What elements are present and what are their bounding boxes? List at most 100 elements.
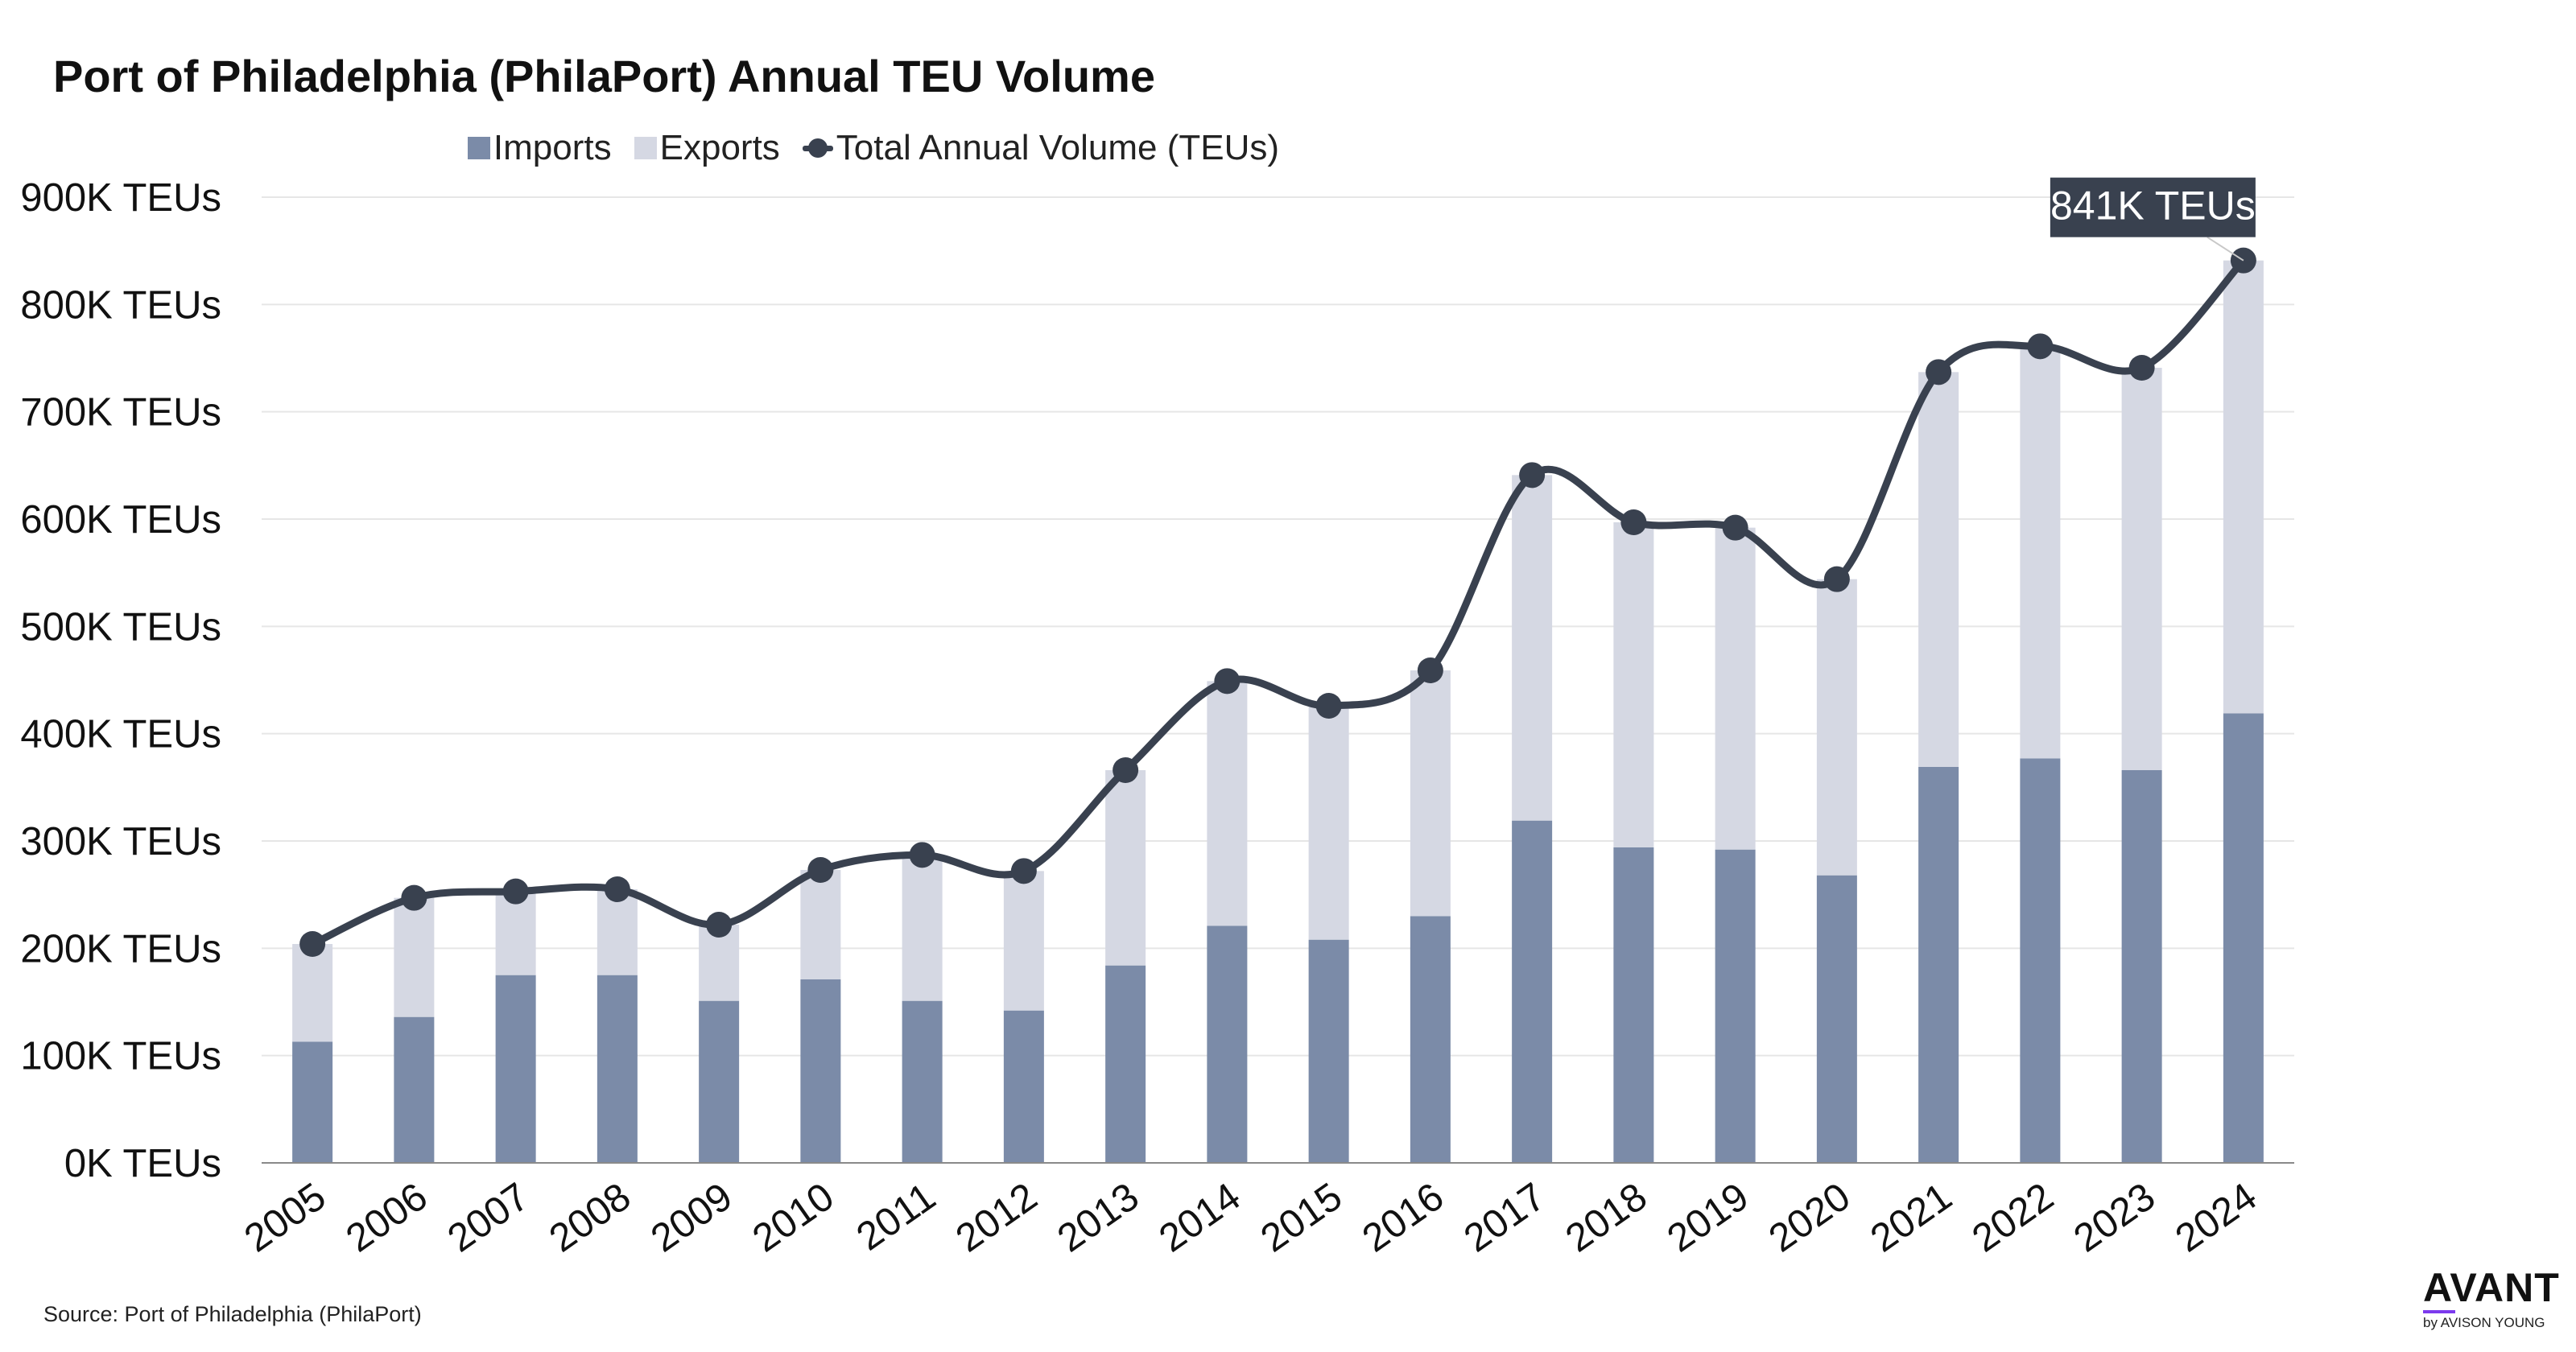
logo-wordmark: AVANT: [2423, 1265, 2560, 1310]
bar-exports-2014: [1207, 681, 1248, 926]
total-point-2017: [1519, 462, 1546, 488]
bar-imports-2007: [495, 975, 536, 1163]
bar-imports-2008: [597, 975, 638, 1163]
bar-imports-2023: [2121, 770, 2162, 1163]
bar-exports-2016: [1410, 670, 1451, 917]
x-tick-label-2020: 2020: [1761, 1175, 1858, 1261]
bar-imports-2015: [1308, 939, 1349, 1163]
x-tick-label-2024: 2024: [2168, 1175, 2264, 1261]
bar-exports-2008: [597, 889, 638, 975]
logo-accent-rule: [2423, 1310, 2455, 1313]
total-point-2015: [1315, 693, 1342, 719]
x-tick-label-2014: 2014: [1151, 1175, 1248, 1261]
bar-exports-2013: [1105, 770, 1146, 966]
annotation-layer: 841K TEUs: [2050, 177, 2256, 262]
x-tick-label-2005: 2005: [237, 1175, 333, 1261]
brand-logo: AVANT by AVISON YOUNG: [2423, 1267, 2560, 1331]
bar-exports-2007: [495, 891, 536, 975]
legend-item-total: Total Annual Volume (TEUs): [802, 128, 1280, 168]
x-tick-label-2010: 2010: [745, 1175, 841, 1261]
x-tick-label-2013: 2013: [1050, 1175, 1146, 1261]
total-point-2019: [1722, 514, 1748, 541]
bar-imports-2019: [1715, 849, 1756, 1163]
y-tick-label-900: 900K TEUs: [20, 176, 221, 220]
annotation-box: [2050, 177, 2256, 237]
total-point-2023: [2128, 355, 2155, 381]
total-point-2008: [604, 876, 630, 902]
bar-imports-2022: [2020, 758, 2061, 1163]
bar-exports-2019: [1715, 527, 1756, 850]
bar-exports-2022: [2020, 346, 2061, 759]
total-point-2018: [1620, 509, 1647, 535]
total-point-2005: [299, 931, 326, 957]
source-note: Source: Port of Philadelphia (PhilaPort): [43, 1302, 422, 1326]
bar-exports-2010: [800, 870, 841, 979]
bar-exports-2020: [1816, 579, 1857, 876]
bar-exports-2024: [2223, 260, 2264, 714]
bar-imports-2011: [902, 1000, 943, 1163]
imports-swatch-icon: [467, 137, 490, 159]
chart-legend: Imports Exports Total Annual Volume (TEU…: [0, 124, 1747, 172]
x-tick-label-2015: 2015: [1253, 1175, 1350, 1261]
x-tick-label-2016: 2016: [1355, 1175, 1451, 1261]
legend-label-total: Total Annual Volume (TEUs): [836, 128, 1280, 167]
total-point-2022: [2027, 333, 2054, 360]
bar-imports-2010: [800, 979, 841, 1163]
total-point-2011: [909, 842, 935, 868]
x-tick-label-2008: 2008: [542, 1175, 638, 1261]
bar-imports-2017: [1512, 820, 1553, 1163]
legend-label-exports: Exports: [659, 128, 780, 167]
bar-imports-2005: [292, 1041, 333, 1163]
legend-item-exports: Exports: [634, 128, 780, 168]
bar-imports-2020: [1816, 875, 1857, 1163]
bar-exports-2015: [1308, 706, 1349, 940]
y-tick-label-500: 500K TEUs: [20, 605, 221, 649]
x-tick-label-2023: 2023: [2066, 1175, 2163, 1261]
x-tick-label-2011: 2011: [849, 1175, 943, 1259]
y-tick-label-300: 300K TEUs: [20, 820, 221, 864]
logo-subtitle: by AVISON YOUNG: [2423, 1315, 2545, 1330]
total-point-2020: [1823, 566, 1850, 592]
bar-imports-2014: [1207, 925, 1248, 1163]
y-tick-label-200: 200K TEUs: [20, 927, 221, 971]
gridlines: [262, 196, 2294, 1057]
y-tick-label-100: 100K TEUs: [20, 1035, 221, 1078]
bar-imports-2013: [1105, 965, 1146, 1163]
exports-swatch-icon: [634, 137, 657, 159]
total-point-2012: [1010, 858, 1037, 884]
x-tick-label-2019: 2019: [1660, 1175, 1757, 1261]
chart-title: Port of Philadelphia (PhilaPort) Annual …: [53, 51, 1155, 101]
x-tick-label-2012: 2012: [948, 1175, 1045, 1261]
bar-exports-2021: [1918, 372, 1959, 767]
bar-exports-2005: [292, 944, 333, 1042]
bar-series: [292, 260, 2264, 1163]
total-line-series: [299, 247, 2256, 957]
total-point-2007: [502, 878, 529, 905]
x-tick-label-2018: 2018: [1558, 1175, 1654, 1261]
bar-exports-2023: [2121, 368, 2162, 770]
annotation-label: 841K TEUs: [2050, 183, 2256, 229]
bar-exports-2006: [394, 897, 435, 1017]
bar-imports-2016: [1410, 916, 1451, 1163]
y-tick-label-400: 400K TEUs: [20, 713, 221, 756]
x-tick-label-2017: 2017: [1456, 1175, 1553, 1261]
total-point-2014: [1214, 668, 1241, 695]
bar-exports-2018: [1613, 522, 1654, 847]
total-point-2006: [401, 884, 427, 911]
total-point-2013: [1113, 757, 1139, 783]
bar-imports-2012: [1003, 1010, 1044, 1163]
bar-imports-2024: [2223, 713, 2264, 1163]
bar-imports-2006: [394, 1016, 435, 1163]
bar-exports-2017: [1512, 475, 1553, 821]
total-point-2010: [807, 857, 834, 883]
bar-imports-2009: [699, 1000, 740, 1163]
legend-item-imports: Imports: [467, 128, 612, 168]
y-tick-label-700: 700K TEUs: [20, 391, 221, 435]
total-point-2016: [1417, 657, 1443, 683]
bar-imports-2021: [1918, 767, 1959, 1163]
y-tick-label-0: 0K TEUs: [64, 1142, 221, 1185]
total-point-2009: [706, 912, 733, 938]
total-point-2021: [1926, 359, 1952, 385]
bar-exports-2011: [902, 855, 943, 1001]
